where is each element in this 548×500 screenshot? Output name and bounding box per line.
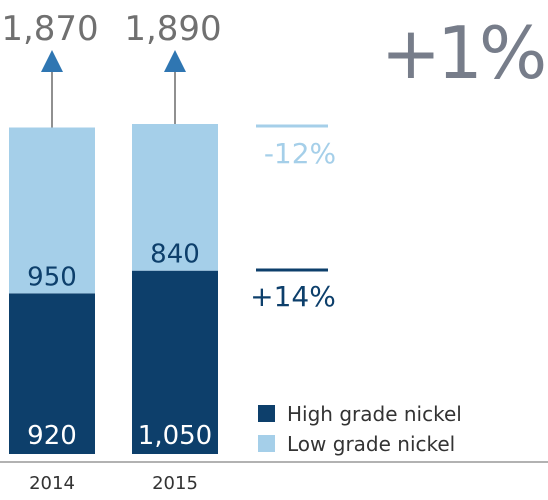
bar-high-grade-2014 (9, 293, 95, 454)
total-label-2014: 1,870 (1, 9, 98, 49)
high-grade-change-label: +14% (250, 280, 336, 313)
total-arrow-head-2014 (41, 50, 63, 72)
legend-label-low-grade: Low grade nickel (287, 432, 455, 456)
bar-high-grade-2015 (132, 270, 218, 454)
legend-swatch-low-grade (258, 435, 275, 452)
value-label-low-grade-2014: 950 (27, 262, 77, 292)
legend-swatch-high-grade (258, 405, 275, 422)
bar-low-grade-2015 (132, 124, 218, 271)
value-label-low-grade-2015: 840 (150, 240, 200, 270)
x-tick-label-2015: 2015 (152, 473, 198, 494)
bars-layer (9, 124, 218, 454)
total-label-2015: 1,890 (124, 9, 221, 49)
total-arrow-head-2015 (164, 50, 186, 72)
x-tick-label-2014: 2014 (29, 473, 75, 494)
total-change-label: +1% (381, 11, 544, 95)
legend-label-high-grade: High grade nickel (287, 402, 462, 426)
value-label-high-grade-2015: 1,050 (138, 421, 212, 451)
low-grade-change-label: -12% (264, 137, 336, 170)
labels-layer: 920 950 1,870 1,050 840 1,890 (1, 9, 221, 451)
value-label-high-grade-2014: 920 (27, 421, 77, 451)
bar-low-grade-2014 (9, 127, 95, 294)
